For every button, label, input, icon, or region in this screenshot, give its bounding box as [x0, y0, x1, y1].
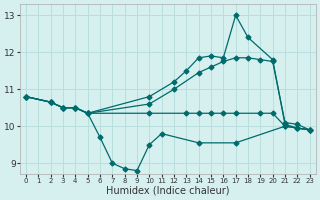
X-axis label: Humidex (Indice chaleur): Humidex (Indice chaleur)	[106, 186, 229, 196]
